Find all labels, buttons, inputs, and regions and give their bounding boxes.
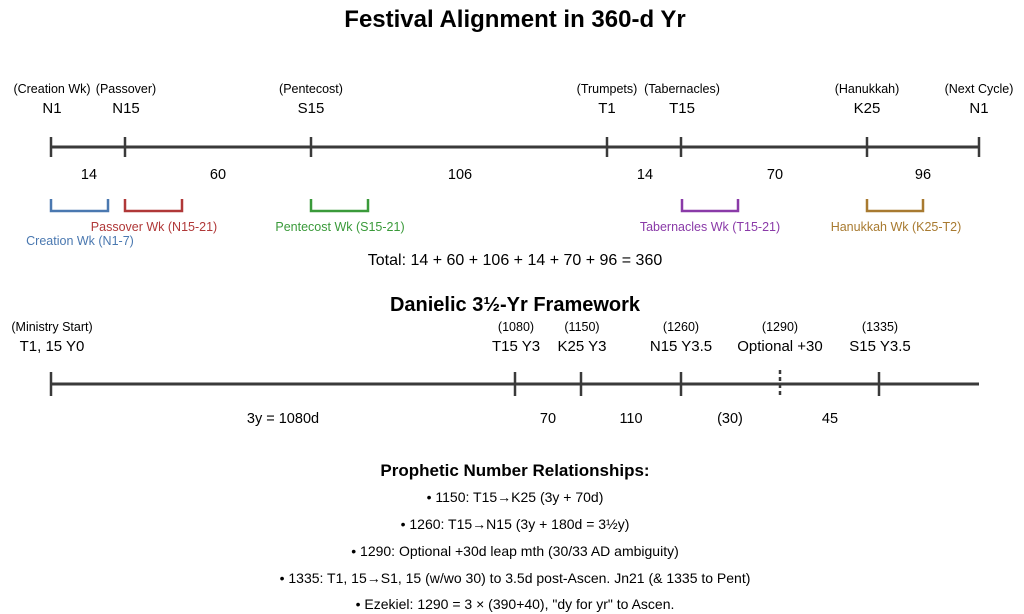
segment-length: 96 [915, 167, 931, 183]
marker-name-1150: (1150) [564, 320, 599, 334]
tabernacles-week-label: Tabernacles Wk (T15-21) [640, 220, 780, 234]
passover-week-bracket [123, 199, 184, 213]
marker-name-ministry-start: (Ministry Start) [11, 320, 92, 334]
relationships-list: Prophetic Number Relationships: • 1150: … [280, 461, 751, 612]
segment-length: 14 [637, 167, 653, 183]
marker-name-1290: (1290) [762, 320, 798, 334]
marker-name-creation: (Creation Wk) [13, 82, 90, 96]
marker-code-n1: N1 [42, 100, 61, 117]
marker-code-t15: T15 [669, 100, 695, 117]
creation-week-bracket [49, 199, 110, 213]
passover-week-label: Passover Wk (N15-21) [91, 220, 217, 234]
danielic-title: Danielic 3½-Yr Framework [390, 294, 641, 316]
danielic-timeline: Danielic 3½-Yr Framework (Ministry Start… [11, 294, 979, 427]
marker-code-k25: K25 [854, 100, 881, 117]
segment-length: 110 [619, 411, 642, 427]
marker-code-ministry-start: T1, 15 Y0 [20, 338, 85, 355]
total-equation: Total: 14 + 60 + 106 + 14 + 70 + 96 = 36… [368, 252, 663, 269]
marker-name-1260: (1260) [663, 320, 699, 334]
hanukkah-week-bracket [865, 199, 925, 213]
marker-code-s15: S15 [298, 100, 325, 117]
marker-name-pentecost: (Pentecost) [279, 82, 343, 96]
festival-timeline: (Creation Wk) (Passover) (Pentecost) (Tr… [13, 82, 1013, 269]
marker-name-1335: (1335) [862, 320, 898, 334]
segment-length: 14 [81, 167, 97, 183]
segment-length: 45 [822, 411, 838, 427]
marker-name-1080: (1080) [498, 320, 534, 334]
relationship-item: • Ezekiel: 1290 = 3 × (390+40), "dy for … [356, 596, 675, 612]
segment-length: 60 [210, 167, 226, 183]
relationship-item: • 1335: T1, 15→S1, 15 (w/wo 30) to 3.5d … [280, 570, 751, 586]
tabernacles-week-bracket [680, 199, 740, 213]
marker-code-1335: S15 Y3.5 [849, 338, 910, 355]
marker-code-t1: T1 [598, 100, 616, 117]
marker-code-1150: K25 Y3 [558, 338, 607, 355]
marker-code-1080: T15 Y3 [492, 338, 540, 355]
relationship-item: • 1150: T15→K25 (3y + 70d) [427, 489, 604, 505]
segment-length: 3y = 1080d [247, 411, 319, 427]
marker-name-trumpets: (Trumpets) [577, 82, 638, 96]
hanukkah-week-label: Hanukkah Wk (K25-T2) [831, 220, 962, 234]
marker-code-1260: N15 Y3.5 [650, 338, 712, 355]
relationship-item: • 1260: T15→N15 (3y + 180d = 3½y) [401, 516, 630, 532]
relationship-item: • 1290: Optional +30d leap mth (30/33 AD… [351, 543, 679, 559]
marker-name-next-cycle: (Next Cycle) [945, 82, 1014, 96]
pentecost-week-label: Pentecost Wk (S15-21) [275, 220, 404, 234]
segment-length: (30) [717, 411, 743, 427]
marker-name-passover: (Passover) [96, 82, 156, 96]
pentecost-week-bracket [309, 199, 370, 213]
segment-length: 70 [767, 167, 783, 183]
page-title: Festival Alignment in 360-d Yr [344, 6, 685, 33]
segment-length: 106 [448, 167, 472, 183]
creation-week-label: Creation Wk (N1-7) [26, 234, 134, 248]
marker-name-hanukkah: (Hanukkah) [835, 82, 900, 96]
relationships-heading: Prophetic Number Relationships: [380, 461, 649, 480]
marker-code-1290: Optional +30 [737, 338, 822, 355]
marker-name-tabernacles: (Tabernacles) [644, 82, 720, 96]
segment-length: 70 [540, 411, 556, 427]
marker-code-next-n1: N1 [969, 100, 988, 117]
marker-code-n15: N15 [112, 100, 140, 117]
